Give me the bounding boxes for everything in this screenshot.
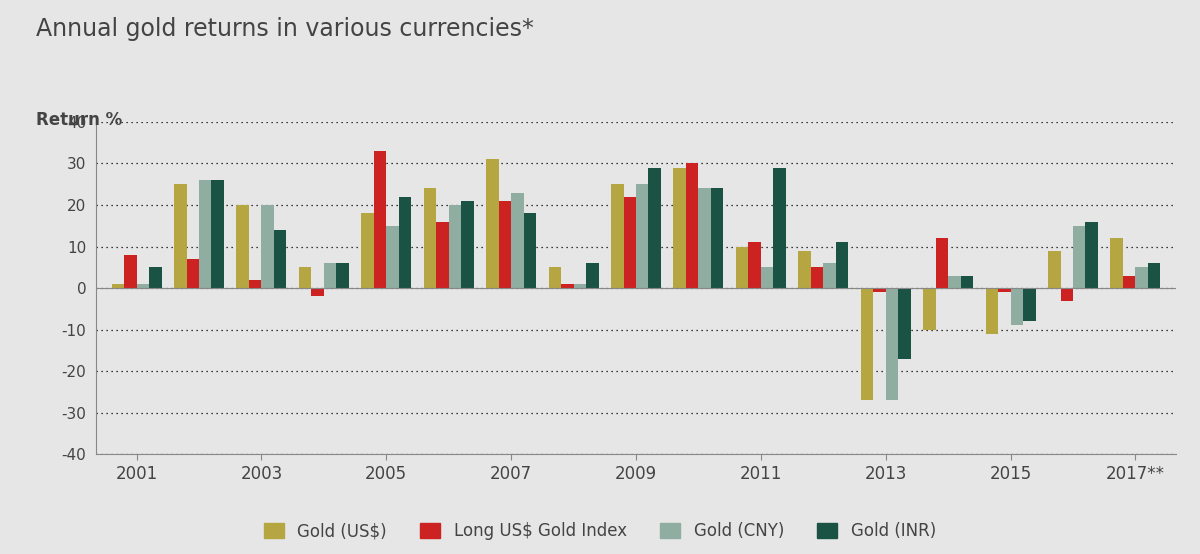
Bar <box>1010 288 1024 326</box>
Bar <box>461 201 474 288</box>
Bar <box>773 167 786 288</box>
Bar <box>236 205 248 288</box>
Bar <box>1110 238 1123 288</box>
Bar <box>823 263 835 288</box>
Bar <box>398 197 412 288</box>
Bar <box>137 284 149 288</box>
Bar <box>149 268 162 288</box>
Bar <box>186 259 199 288</box>
Bar <box>449 205 461 288</box>
Bar <box>199 180 211 288</box>
Bar <box>1135 268 1148 288</box>
Bar <box>761 268 773 288</box>
Bar <box>386 226 398 288</box>
Bar <box>299 268 311 288</box>
Bar <box>211 180 224 288</box>
Bar <box>798 251 811 288</box>
Bar <box>835 243 848 288</box>
Bar <box>1024 288 1036 321</box>
Bar <box>874 288 886 293</box>
Bar <box>311 288 324 296</box>
Text: Return %: Return % <box>36 111 122 129</box>
Bar <box>499 201 511 288</box>
Bar <box>686 163 698 288</box>
Bar <box>886 288 898 401</box>
Bar <box>548 268 562 288</box>
Bar <box>948 276 961 288</box>
Bar <box>611 184 624 288</box>
Bar <box>749 243 761 288</box>
Bar <box>124 255 137 288</box>
Bar <box>262 205 274 288</box>
Bar <box>936 238 948 288</box>
Bar <box>1123 276 1135 288</box>
Bar <box>985 288 998 334</box>
Bar <box>1086 222 1098 288</box>
Bar <box>361 213 374 288</box>
Bar <box>710 188 724 288</box>
Bar <box>562 284 574 288</box>
Bar <box>424 188 437 288</box>
Bar <box>248 280 262 288</box>
Bar <box>923 288 936 330</box>
Bar <box>1148 263 1160 288</box>
Bar <box>1048 251 1061 288</box>
Bar <box>274 230 287 288</box>
Bar <box>698 188 710 288</box>
Bar <box>1061 288 1073 300</box>
Bar <box>961 276 973 288</box>
Bar <box>998 288 1010 293</box>
Bar <box>374 151 386 288</box>
Bar <box>574 284 586 288</box>
Legend: Gold (US$), Long US$ Gold Index, Gold (CNY), Gold (INR): Gold (US$), Long US$ Gold Index, Gold (C… <box>264 522 936 540</box>
Bar <box>586 263 599 288</box>
Text: Annual gold returns in various currencies*: Annual gold returns in various currencie… <box>36 17 534 40</box>
Bar <box>860 288 874 401</box>
Bar <box>523 213 536 288</box>
Bar <box>736 247 749 288</box>
Bar <box>624 197 636 288</box>
Bar <box>174 184 186 288</box>
Bar <box>811 268 823 288</box>
Bar <box>324 263 336 288</box>
Bar <box>1073 226 1086 288</box>
Bar <box>336 263 349 288</box>
Bar <box>636 184 648 288</box>
Bar <box>437 222 449 288</box>
Bar <box>112 284 124 288</box>
Bar <box>486 160 499 288</box>
Bar <box>648 167 661 288</box>
Bar <box>511 193 523 288</box>
Bar <box>673 167 686 288</box>
Bar <box>898 288 911 359</box>
